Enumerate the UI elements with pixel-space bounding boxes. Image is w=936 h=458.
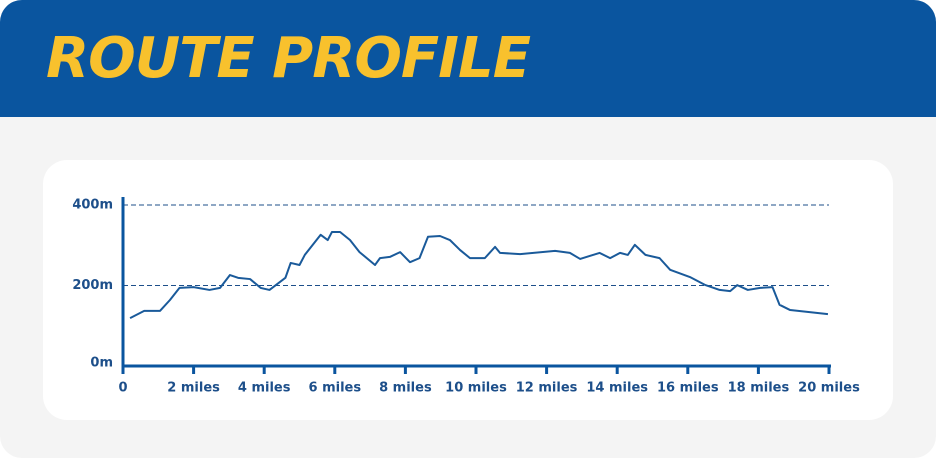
x-tick-label: 2 miles	[167, 381, 220, 396]
x-tick-label: 12 miles	[516, 381, 578, 396]
elevation-line	[129, 230, 829, 319]
y-tick-label: 200m	[72, 278, 113, 293]
x-tick-label: 16 miles	[657, 381, 719, 396]
x-tick-label: 4 miles	[238, 381, 291, 396]
header: ROUTE PROFILE	[0, 0, 936, 117]
x-tick-label: 14 miles	[586, 381, 648, 396]
x-tick-label: 20 miles	[798, 381, 860, 396]
x-tick-label: 0	[118, 381, 127, 396]
x-tick-label: 10 miles	[445, 381, 507, 396]
y-tick-label: 400m	[72, 198, 113, 213]
x-tick-label: 18 miles	[728, 381, 790, 396]
title: ROUTE PROFILE	[46, 26, 531, 91]
y-tick-label: 0m	[90, 356, 113, 371]
x-tick-label: 8 miles	[379, 381, 432, 396]
x-tick-label: 6 miles	[309, 381, 362, 396]
